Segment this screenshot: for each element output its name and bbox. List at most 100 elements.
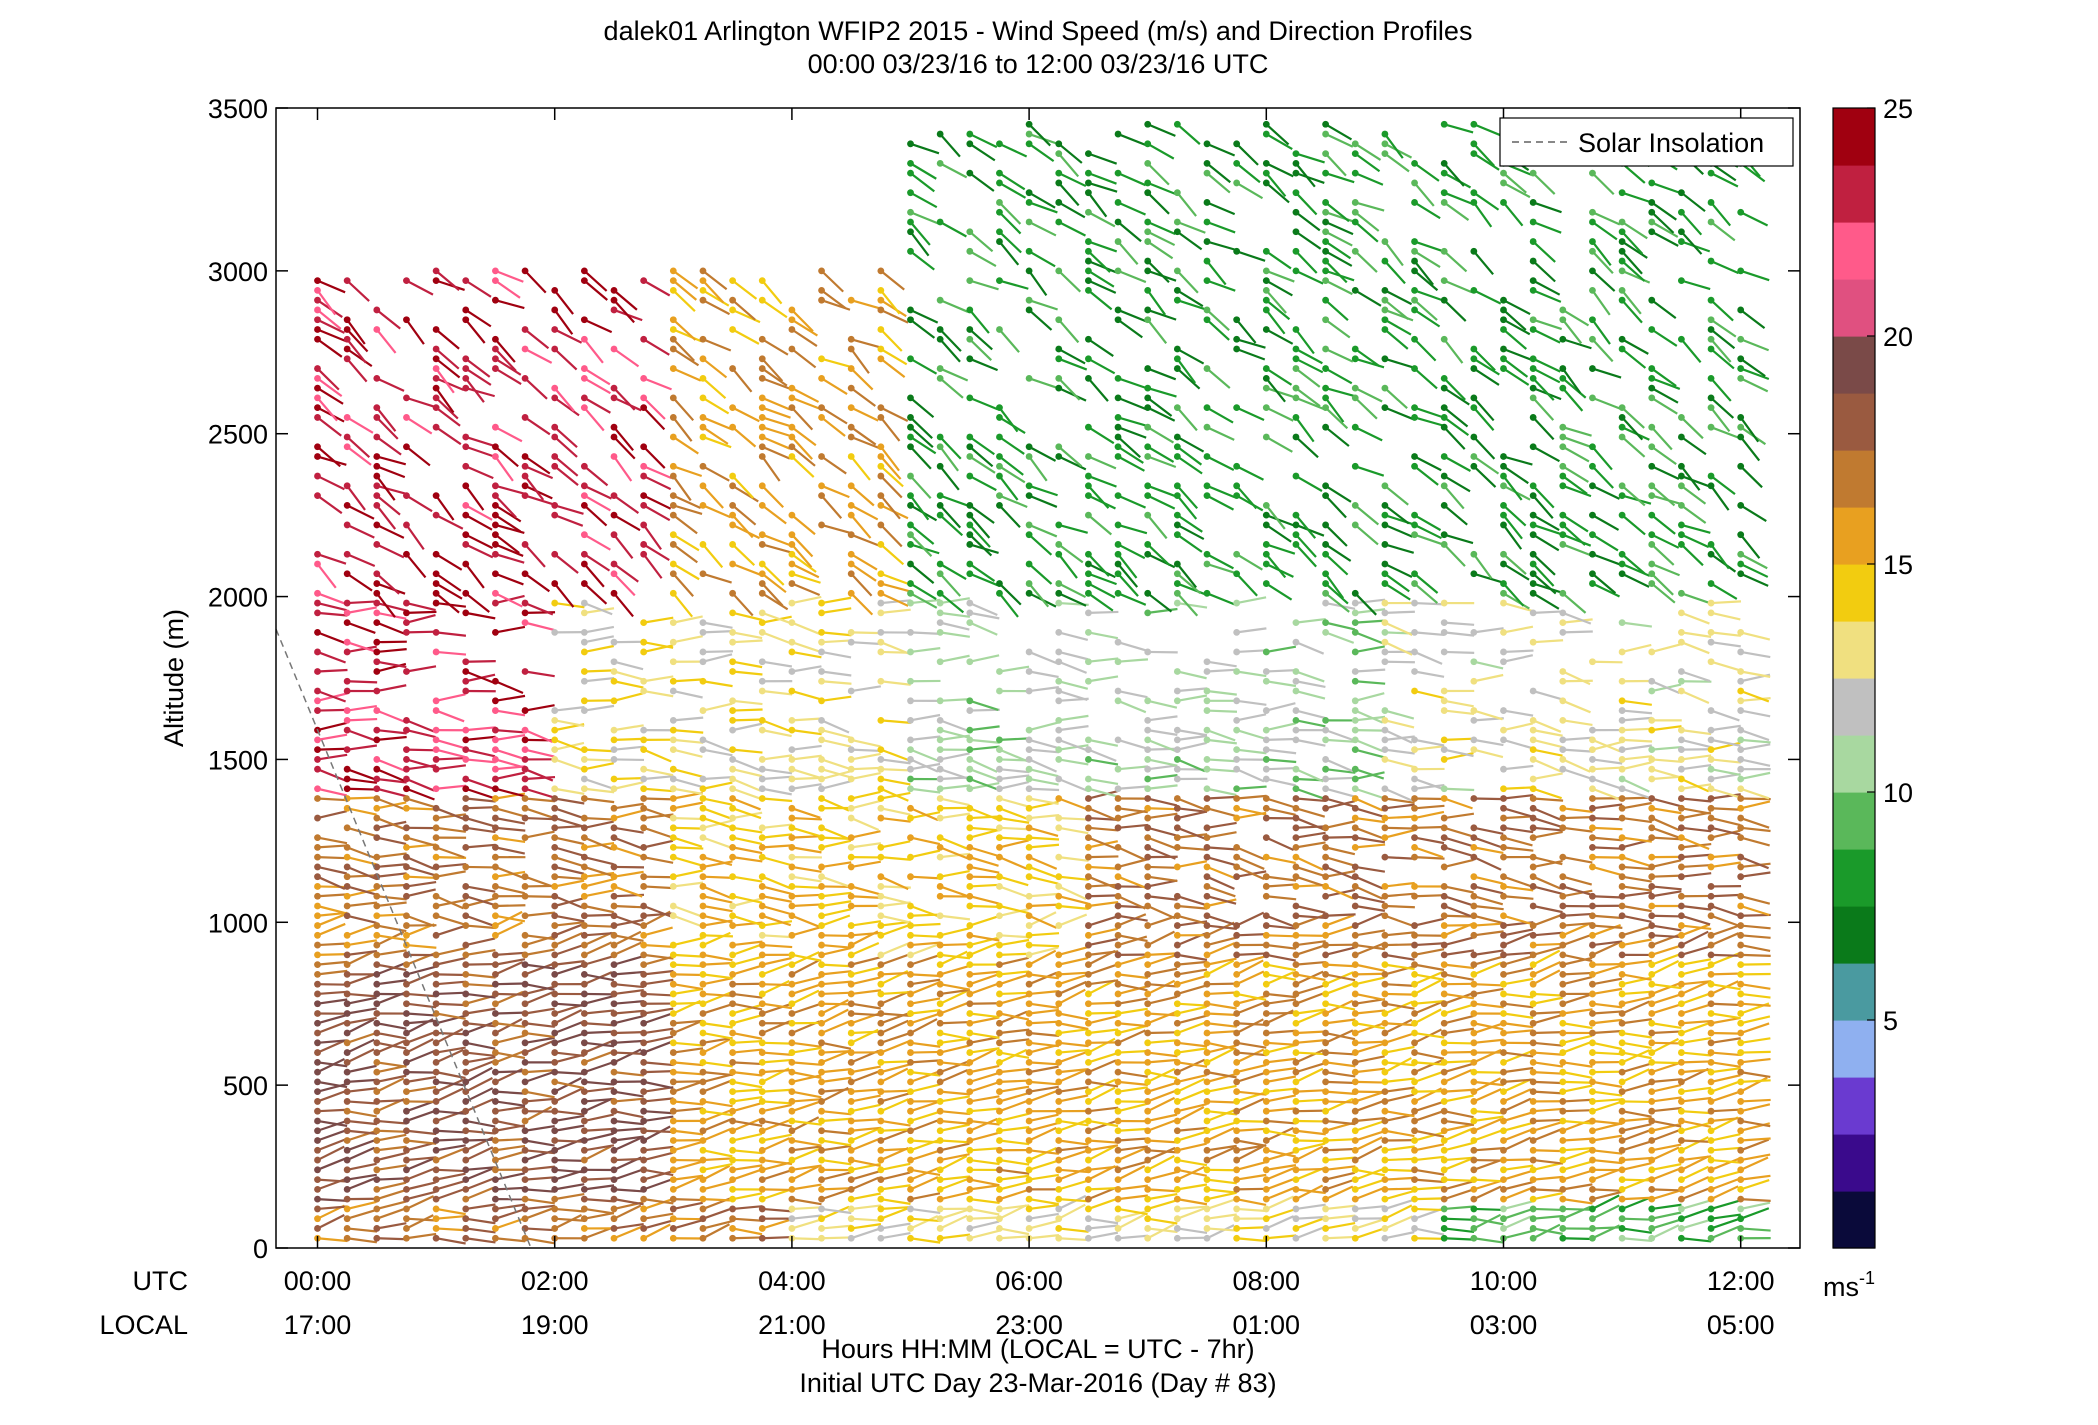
wind-barb-dot bbox=[996, 453, 1003, 460]
wind-barb-dot bbox=[373, 1117, 381, 1125]
wind-barb-stem bbox=[1028, 777, 1059, 786]
wind-barb-stem bbox=[495, 1011, 526, 1015]
wind-barb-dot bbox=[907, 1234, 914, 1242]
wind-barb-dot bbox=[699, 980, 707, 988]
wind-barb-stem bbox=[939, 927, 970, 937]
wind-barb-stem bbox=[1117, 1147, 1147, 1162]
wind-barb-dot bbox=[1025, 873, 1033, 881]
wind-barb-dot bbox=[788, 541, 796, 548]
wind-barb-dot bbox=[877, 638, 885, 646]
wind-barb-stem bbox=[969, 970, 1000, 976]
wind-barb-dot bbox=[788, 1098, 796, 1105]
wind-barb-stem bbox=[1206, 795, 1238, 800]
wind-barb-dot bbox=[343, 1039, 351, 1047]
wind-barb-dot bbox=[729, 951, 737, 959]
wind-barb-dot bbox=[343, 1088, 351, 1096]
wind-barb-dot bbox=[1085, 1166, 1092, 1174]
wind-barb-dot bbox=[847, 775, 855, 783]
wind-barb-dot bbox=[1055, 1000, 1063, 1008]
wind-barb-stem bbox=[317, 844, 348, 849]
wind-barb-stem bbox=[1058, 875, 1089, 881]
wind-barb-dot bbox=[818, 990, 825, 998]
wind-barb-stem bbox=[406, 719, 435, 733]
wind-barb-dot bbox=[314, 550, 321, 558]
wind-barb-dot bbox=[1085, 560, 1092, 568]
wind-barb-dot bbox=[1114, 931, 1122, 939]
wind-barb-stem bbox=[524, 377, 548, 400]
wind-barb-stem bbox=[643, 992, 674, 997]
wind-barb-stem bbox=[1117, 1049, 1149, 1054]
wind-barb-stem bbox=[672, 504, 703, 516]
wind-barb-stem bbox=[850, 1158, 881, 1168]
wind-barb-dot bbox=[521, 619, 529, 627]
wind-barb-dot bbox=[1292, 326, 1300, 333]
wind-barb-dot bbox=[403, 1137, 410, 1144]
wind-barb-stem bbox=[969, 973, 999, 986]
wind-barb-stem bbox=[939, 597, 970, 605]
wind-barb-dot bbox=[521, 1185, 529, 1193]
wind-barb-stem bbox=[524, 602, 554, 616]
wind-barb-dot bbox=[907, 1029, 914, 1037]
wind-barb-stem bbox=[465, 797, 496, 803]
wind-barb-stem bbox=[969, 1178, 1000, 1187]
wind-barb-dot bbox=[877, 414, 885, 421]
wind-barb-stem bbox=[791, 436, 813, 460]
wind-barb-stem bbox=[762, 957, 792, 966]
wind-barb-stem bbox=[1147, 397, 1173, 417]
wind-barb-stem bbox=[702, 1110, 733, 1117]
wind-barb-dot bbox=[580, 775, 588, 783]
wind-barb-stem bbox=[584, 1086, 615, 1093]
wind-barb-stem bbox=[1206, 1127, 1235, 1142]
wind-barb-dot bbox=[373, 892, 381, 900]
wind-barb-dot bbox=[1173, 834, 1181, 841]
wind-barb-dot bbox=[996, 775, 1003, 783]
wind-barb-stem bbox=[791, 1145, 822, 1152]
wind-barb-dot bbox=[1173, 824, 1181, 832]
wind-barb-dot bbox=[788, 1117, 796, 1125]
wind-barb-dot bbox=[1203, 902, 1211, 910]
wind-barb-dot bbox=[640, 1098, 648, 1105]
wind-barb-dot bbox=[314, 365, 321, 372]
wind-barb-dot bbox=[1173, 1195, 1181, 1203]
wind-barb-dot bbox=[847, 746, 855, 754]
wind-barb-dot bbox=[551, 941, 559, 949]
wind-barb-dot bbox=[966, 1176, 974, 1183]
wind-barb-dot bbox=[462, 560, 470, 568]
wind-barb-dot bbox=[314, 990, 321, 998]
wind-barb-dot bbox=[432, 961, 440, 969]
wind-barb-stem bbox=[317, 969, 348, 976]
wind-barb-dot bbox=[758, 531, 766, 539]
wind-barb-stem bbox=[346, 939, 377, 947]
wind-barb-dot bbox=[1114, 541, 1122, 548]
wind-barb-stem bbox=[1295, 940, 1326, 947]
wind-barb-dot bbox=[847, 1010, 855, 1017]
wind-barb-stem bbox=[613, 426, 634, 452]
wind-barb-stem bbox=[376, 1099, 407, 1103]
wind-barb-stem bbox=[1236, 1161, 1266, 1171]
wind-barb-dot bbox=[729, 726, 737, 734]
wind-barb-dot bbox=[907, 804, 914, 812]
wind-barb-stem bbox=[673, 615, 703, 624]
wind-barb-dot bbox=[580, 1029, 588, 1037]
wind-barb-dot bbox=[1025, 1098, 1033, 1105]
wind-barb-stem bbox=[1206, 738, 1237, 745]
wind-barb-dot bbox=[936, 570, 944, 578]
wind-barb-stem bbox=[910, 1192, 941, 1201]
wind-barb-dot bbox=[1144, 980, 1152, 988]
wind-barb-dot bbox=[1144, 1215, 1152, 1223]
wind-barb-stem bbox=[435, 270, 460, 291]
wind-barb-dot bbox=[818, 414, 825, 421]
wind-barb-dot bbox=[343, 990, 351, 998]
wind-barb-dot bbox=[699, 873, 707, 881]
wind-barb-dot bbox=[788, 814, 796, 822]
wind-barb-dot bbox=[1055, 902, 1063, 910]
wind-barb-dot bbox=[432, 990, 440, 998]
wind-barb-stem bbox=[821, 1041, 852, 1050]
wind-barb-stem bbox=[1087, 1078, 1117, 1093]
wind-barb-stem bbox=[999, 1158, 1030, 1166]
wind-barb-stem bbox=[406, 1110, 436, 1123]
wind-barb-stem bbox=[316, 445, 341, 468]
wind-barb-stem bbox=[969, 1119, 1000, 1126]
wind-barb-stem bbox=[791, 885, 822, 889]
wind-barb-dot bbox=[1322, 1185, 1330, 1193]
